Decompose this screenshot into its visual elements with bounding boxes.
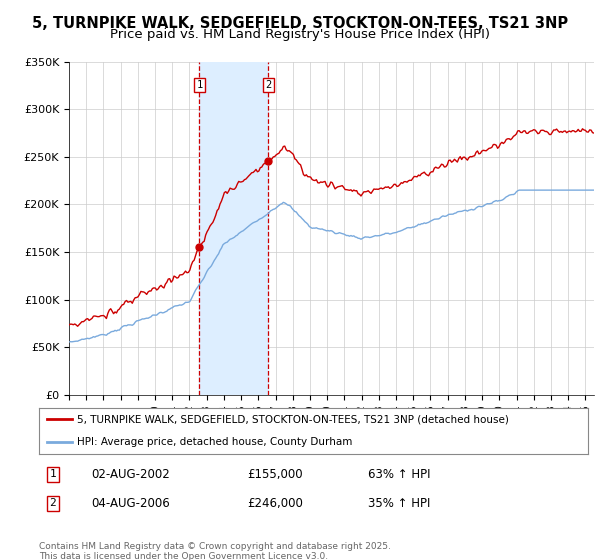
Text: HPI: Average price, detached house, County Durham: HPI: Average price, detached house, Coun… — [77, 437, 353, 447]
Text: 5, TURNPIKE WALK, SEDGEFIELD, STOCKTON-ON-TEES, TS21 3NP: 5, TURNPIKE WALK, SEDGEFIELD, STOCKTON-O… — [32, 16, 568, 31]
Text: 2: 2 — [265, 81, 271, 90]
Text: 63% ↑ HPI: 63% ↑ HPI — [368, 468, 431, 480]
Text: 04-AUG-2006: 04-AUG-2006 — [91, 497, 170, 510]
Bar — [199, 62, 268, 395]
Text: £155,000: £155,000 — [248, 468, 303, 480]
Text: 1: 1 — [49, 469, 56, 479]
Text: 02-AUG-2002: 02-AUG-2002 — [91, 468, 170, 480]
Text: 2: 2 — [49, 498, 56, 508]
Text: 35% ↑ HPI: 35% ↑ HPI — [368, 497, 431, 510]
Text: 1: 1 — [196, 81, 203, 90]
Text: Price paid vs. HM Land Registry's House Price Index (HPI): Price paid vs. HM Land Registry's House … — [110, 28, 490, 41]
Text: £246,000: £246,000 — [248, 497, 304, 510]
Text: 5, TURNPIKE WALK, SEDGEFIELD, STOCKTON-ON-TEES, TS21 3NP (detached house): 5, TURNPIKE WALK, SEDGEFIELD, STOCKTON-O… — [77, 414, 509, 424]
Text: Contains HM Land Registry data © Crown copyright and database right 2025.
This d: Contains HM Land Registry data © Crown c… — [39, 542, 391, 560]
